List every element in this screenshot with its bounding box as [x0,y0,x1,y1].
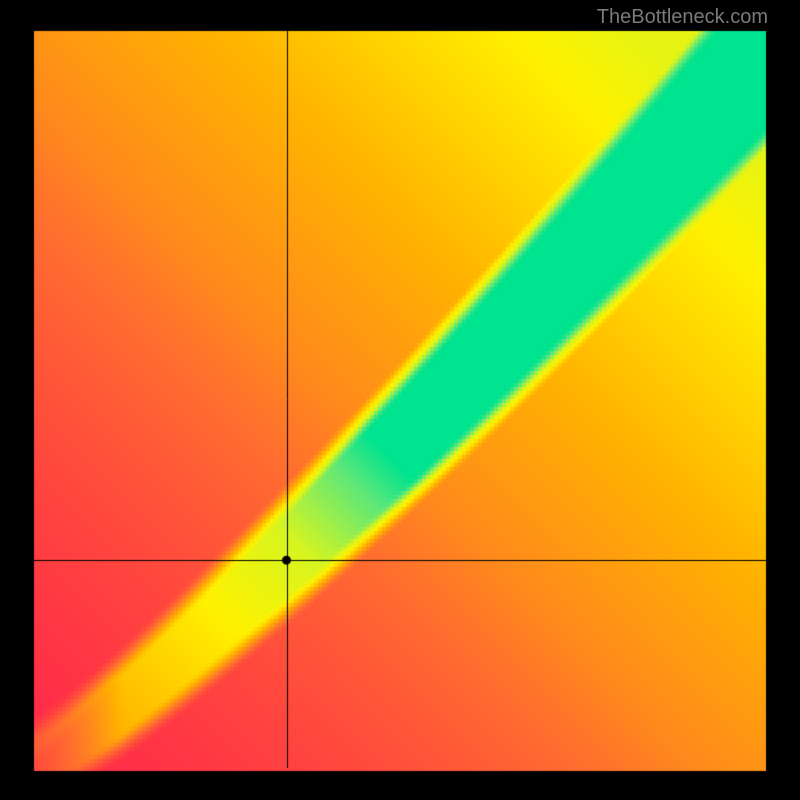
bottleneck-heatmap [0,0,800,800]
chart-container: { "chart": { "type": "heatmap", "canvas_… [0,0,800,800]
